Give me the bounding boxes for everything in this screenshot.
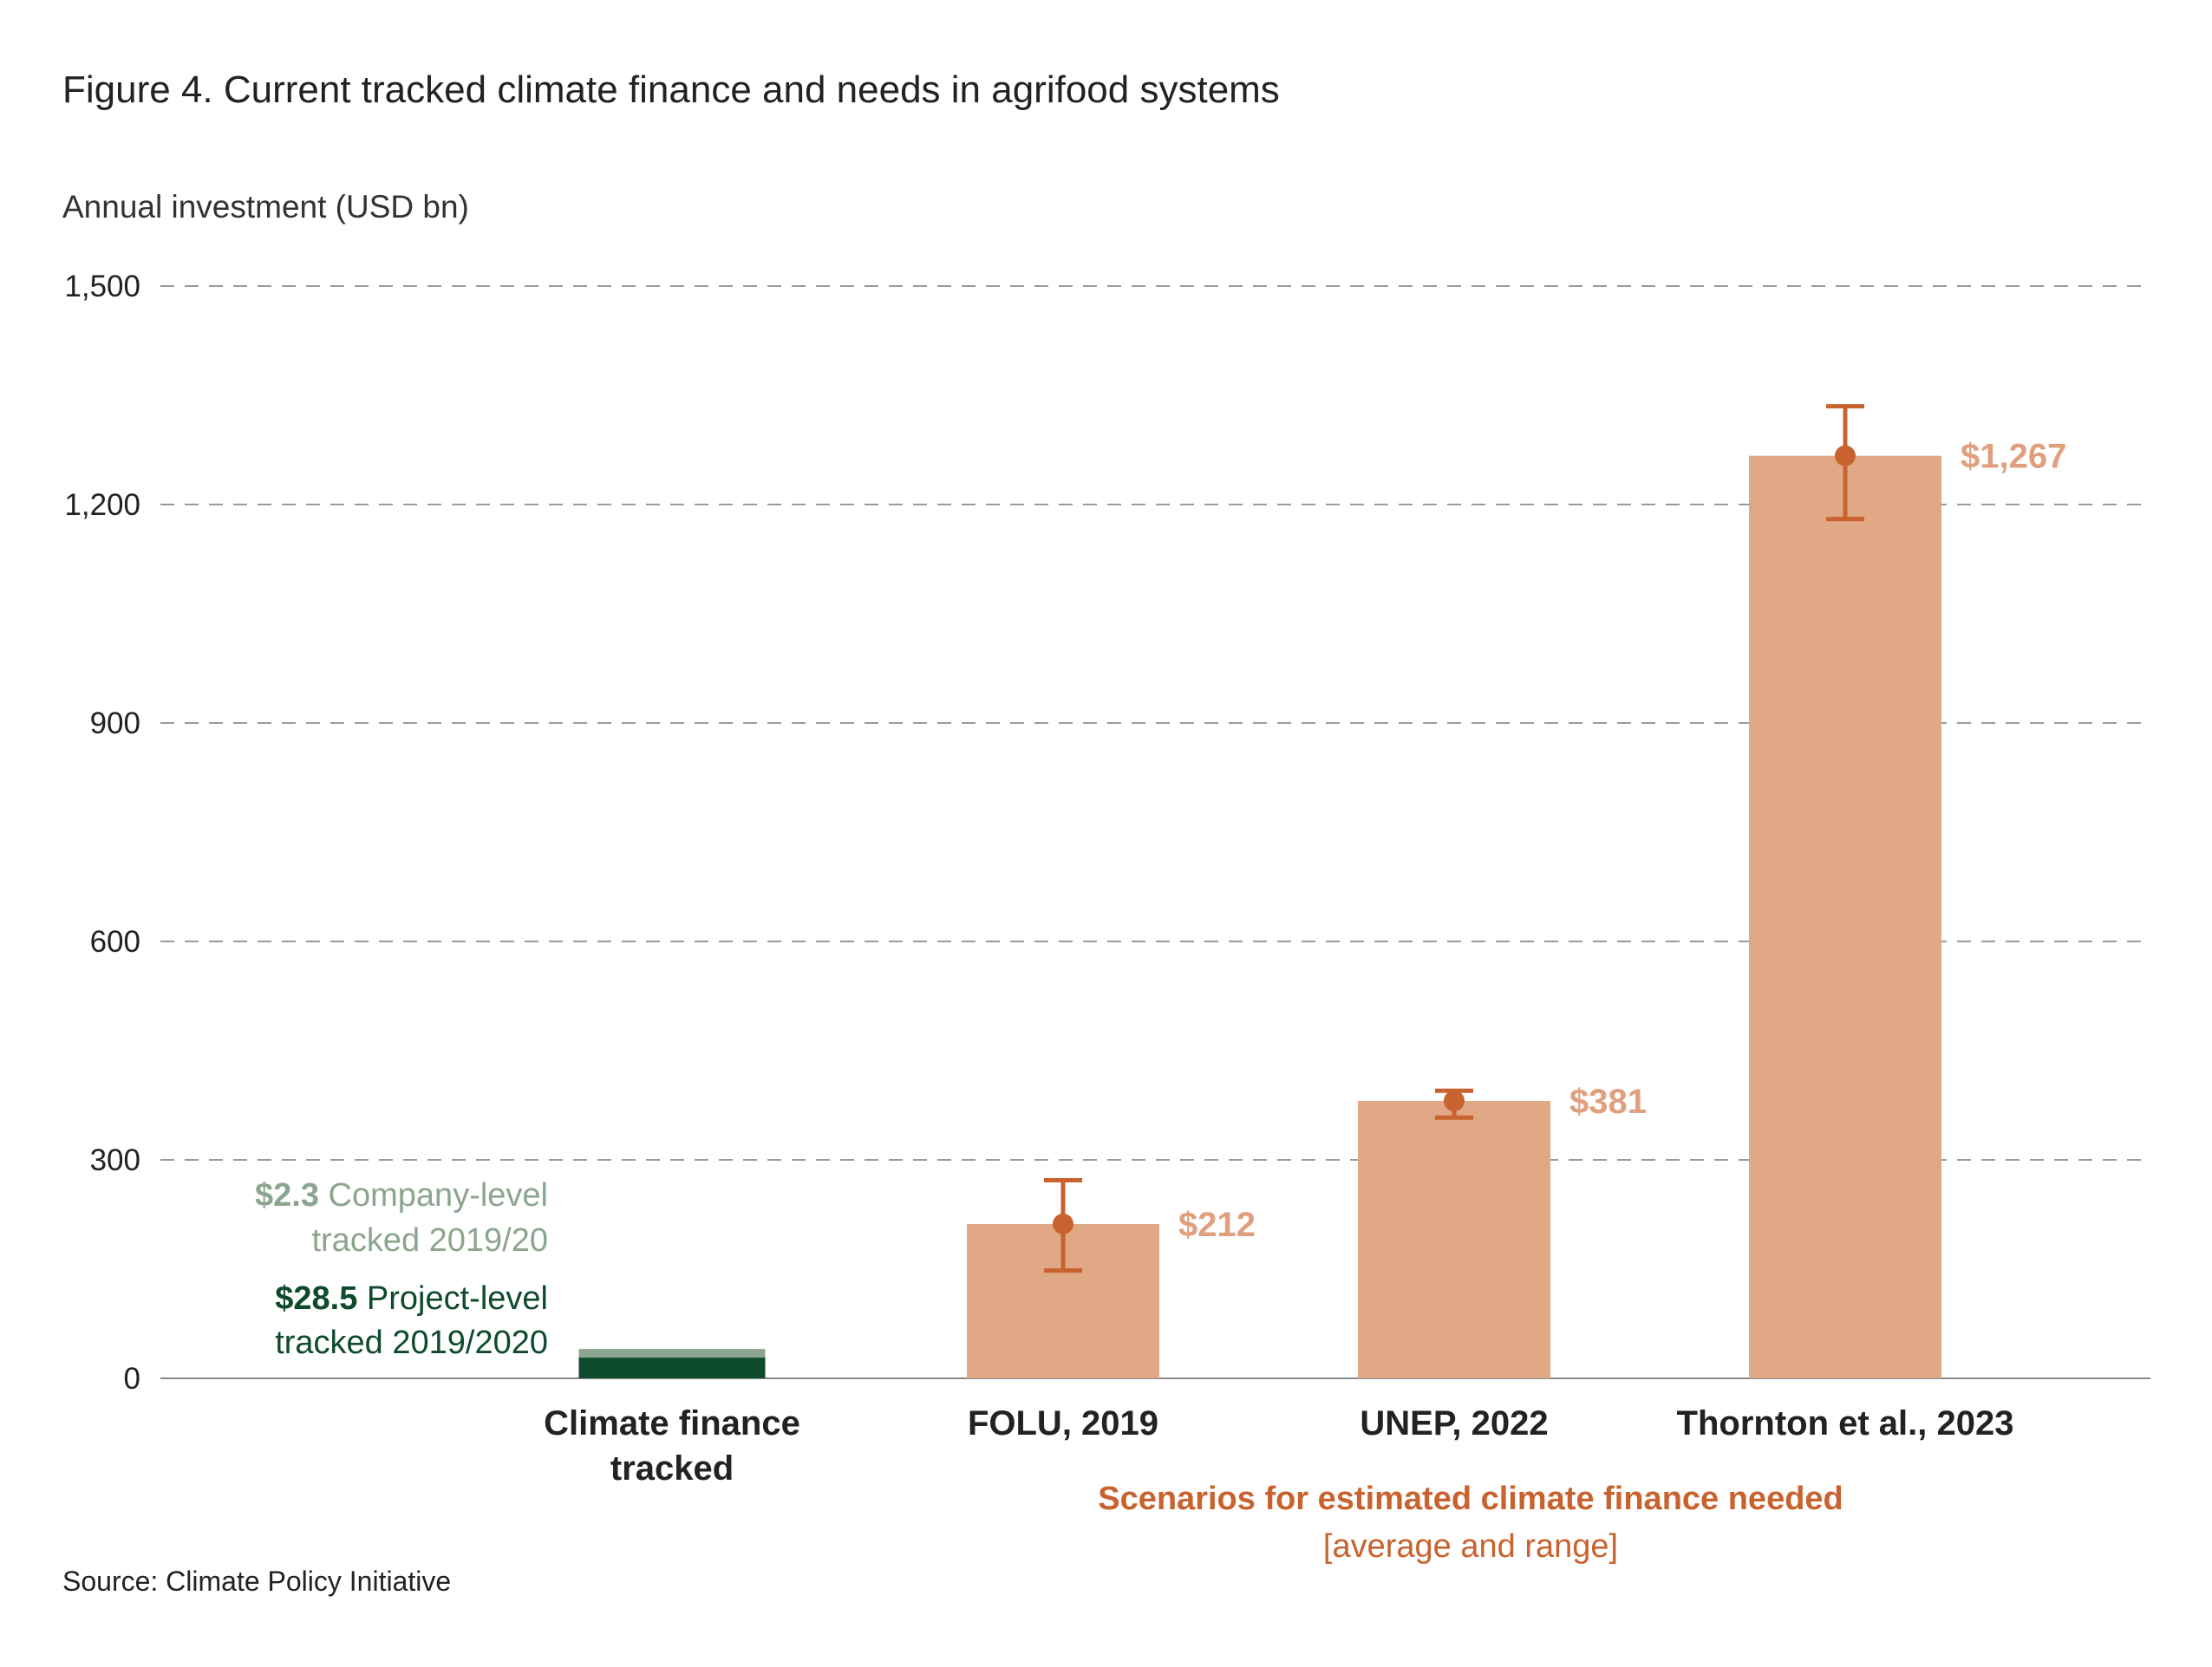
category-labels: Climate finance tracked FOLU, 2019 UNEP, 20… — [544, 1404, 2013, 1488]
category-label: UNEP, 2022 — [1360, 1404, 1548, 1442]
category-label: Thornton et al., 2023 — [1677, 1404, 2014, 1442]
project-level-text: Project-level — [357, 1280, 548, 1317]
y-tick-label: 1,200 — [64, 488, 140, 522]
bars — [578, 455, 1941, 1378]
bar-needs — [1749, 455, 1941, 1378]
chart-title: Figure 4. Current tracked climate financ… — [62, 68, 1280, 111]
value-labels: $212 $381 $1,267 — [1178, 438, 2066, 1244]
source-note: Source: Climate Policy Initiative — [62, 1566, 451, 1597]
scenarios-group-subtitle: [average and range] — [1323, 1528, 1618, 1565]
value-label: $212 — [1178, 1206, 1256, 1244]
error-bar — [1826, 404, 1864, 522]
y-tick-label: 1,500 — [64, 270, 140, 303]
y-tick-label: 0 — [124, 1362, 140, 1396]
error-bars — [1044, 404, 1864, 1273]
company-level-value: $2.3 — [255, 1177, 319, 1214]
bar-needs — [1358, 1100, 1550, 1378]
category-label: FOLU, 2019 — [968, 1404, 1158, 1442]
bar-project-level — [578, 1358, 766, 1378]
company-level-text: Company-level — [319, 1177, 548, 1214]
company-level-annotation-line2: tracked 2019/20 — [311, 1222, 548, 1259]
y-tick-label: 300 — [90, 1143, 140, 1177]
error-bar — [1044, 1178, 1082, 1273]
company-level-annotation-line1: $2.3 Company-level — [255, 1177, 548, 1214]
y-axis-label: Annual investment (USD bn) — [62, 189, 469, 225]
scenarios-group-title: Scenarios for estimated climate finance … — [1098, 1481, 1843, 1517]
project-level-annotation-line1: $28.5 Project-level — [275, 1280, 548, 1317]
y-tick-label: 900 — [90, 707, 140, 740]
y-tick-labels: 0 300 600 900 1,200 1,500 — [64, 270, 140, 1396]
y-tick-label: 600 — [90, 925, 140, 959]
project-level-value: $28.5 — [275, 1280, 357, 1317]
bar-company-level — [578, 1349, 766, 1358]
value-label: $381 — [1569, 1083, 1647, 1121]
value-label: $1,267 — [1961, 438, 2066, 476]
error-bar — [1435, 1088, 1473, 1120]
category-label: tracked — [610, 1449, 734, 1488]
project-level-annotation-line2: tracked 2019/2020 — [275, 1325, 548, 1361]
category-label: Climate finance — [544, 1404, 800, 1442]
